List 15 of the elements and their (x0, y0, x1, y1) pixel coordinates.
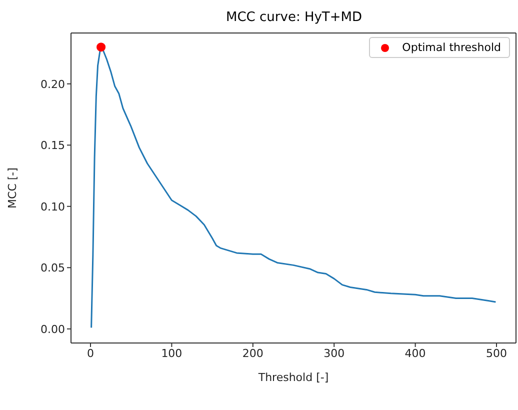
x-tick-label: 400 (404, 346, 426, 360)
y-tick-label: 0.10 (40, 200, 65, 214)
x-tick-label: 300 (324, 346, 345, 360)
legend-label: Optimal threshold (402, 41, 501, 54)
y-tick-label: 0.00 (40, 322, 65, 336)
x-tick-label: 200 (242, 346, 264, 360)
x-tick-label: 100 (161, 346, 182, 360)
y-tick-label: 0.20 (40, 78, 65, 91)
y-axis-title: MCC [-] (6, 168, 19, 208)
chart-title: MCC curve: HyT+MD (225, 10, 363, 25)
x-axis-title: Threshold [-] (257, 371, 329, 384)
x-tick-label: 500 (486, 346, 508, 360)
x-tick-label: 0 (86, 346, 94, 360)
y-tick-label: 0.05 (40, 262, 65, 275)
y-tick-label: 0.15 (40, 139, 65, 152)
